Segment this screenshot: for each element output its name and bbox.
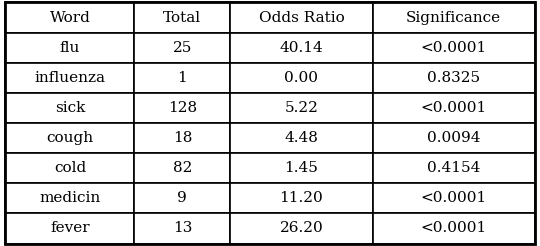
Text: 0.0094: 0.0094 <box>427 131 480 145</box>
Bar <box>5 153 134 183</box>
Bar <box>5 123 134 153</box>
Bar <box>231 183 373 213</box>
Text: 11.20: 11.20 <box>280 191 323 205</box>
Text: Significance: Significance <box>406 11 501 25</box>
Bar <box>231 153 373 183</box>
Bar <box>134 2 231 33</box>
Text: 5.22: 5.22 <box>285 101 319 115</box>
Text: <0.0001: <0.0001 <box>421 41 487 55</box>
Bar <box>134 93 231 123</box>
Text: Odds Ratio: Odds Ratio <box>259 11 345 25</box>
Bar <box>373 153 535 183</box>
Text: 40.14: 40.14 <box>280 41 323 55</box>
Text: <0.0001: <0.0001 <box>421 191 487 205</box>
Text: Word: Word <box>50 11 90 25</box>
Bar <box>134 183 231 213</box>
Text: Total: Total <box>163 11 201 25</box>
Bar <box>231 213 373 244</box>
Text: cold: cold <box>54 161 86 175</box>
Bar <box>231 123 373 153</box>
Text: medicin: medicin <box>39 191 100 205</box>
Bar <box>5 93 134 123</box>
Text: flu: flu <box>60 41 80 55</box>
Bar <box>373 183 535 213</box>
Bar <box>134 63 231 93</box>
Text: 26.20: 26.20 <box>280 221 323 235</box>
Text: influenza: influenza <box>35 71 105 85</box>
Bar <box>373 213 535 244</box>
Text: 18: 18 <box>173 131 192 145</box>
Bar <box>134 32 231 63</box>
Bar <box>134 213 231 244</box>
Bar <box>5 213 134 244</box>
Text: fever: fever <box>50 221 90 235</box>
Text: <0.0001: <0.0001 <box>421 101 487 115</box>
Text: 13: 13 <box>173 221 192 235</box>
Bar <box>373 32 535 63</box>
Text: 9: 9 <box>178 191 187 205</box>
Bar <box>5 63 134 93</box>
Bar <box>231 93 373 123</box>
Text: 82: 82 <box>173 161 192 175</box>
Text: cough: cough <box>46 131 93 145</box>
Text: 1.45: 1.45 <box>285 161 319 175</box>
Text: sick: sick <box>55 101 85 115</box>
Text: 25: 25 <box>173 41 192 55</box>
Bar <box>373 123 535 153</box>
Text: 0.00: 0.00 <box>285 71 319 85</box>
Bar <box>231 32 373 63</box>
Text: 0.4154: 0.4154 <box>427 161 480 175</box>
Text: 128: 128 <box>168 101 197 115</box>
Bar <box>231 2 373 33</box>
Text: 4.48: 4.48 <box>285 131 319 145</box>
Bar <box>373 93 535 123</box>
Bar <box>134 123 231 153</box>
Text: 0.8325: 0.8325 <box>427 71 480 85</box>
Bar <box>373 63 535 93</box>
Text: 1: 1 <box>178 71 187 85</box>
Bar <box>134 153 231 183</box>
Bar <box>231 63 373 93</box>
Bar <box>373 2 535 33</box>
Text: <0.0001: <0.0001 <box>421 221 487 235</box>
Bar <box>5 183 134 213</box>
Bar <box>5 32 134 63</box>
Bar <box>5 2 134 33</box>
